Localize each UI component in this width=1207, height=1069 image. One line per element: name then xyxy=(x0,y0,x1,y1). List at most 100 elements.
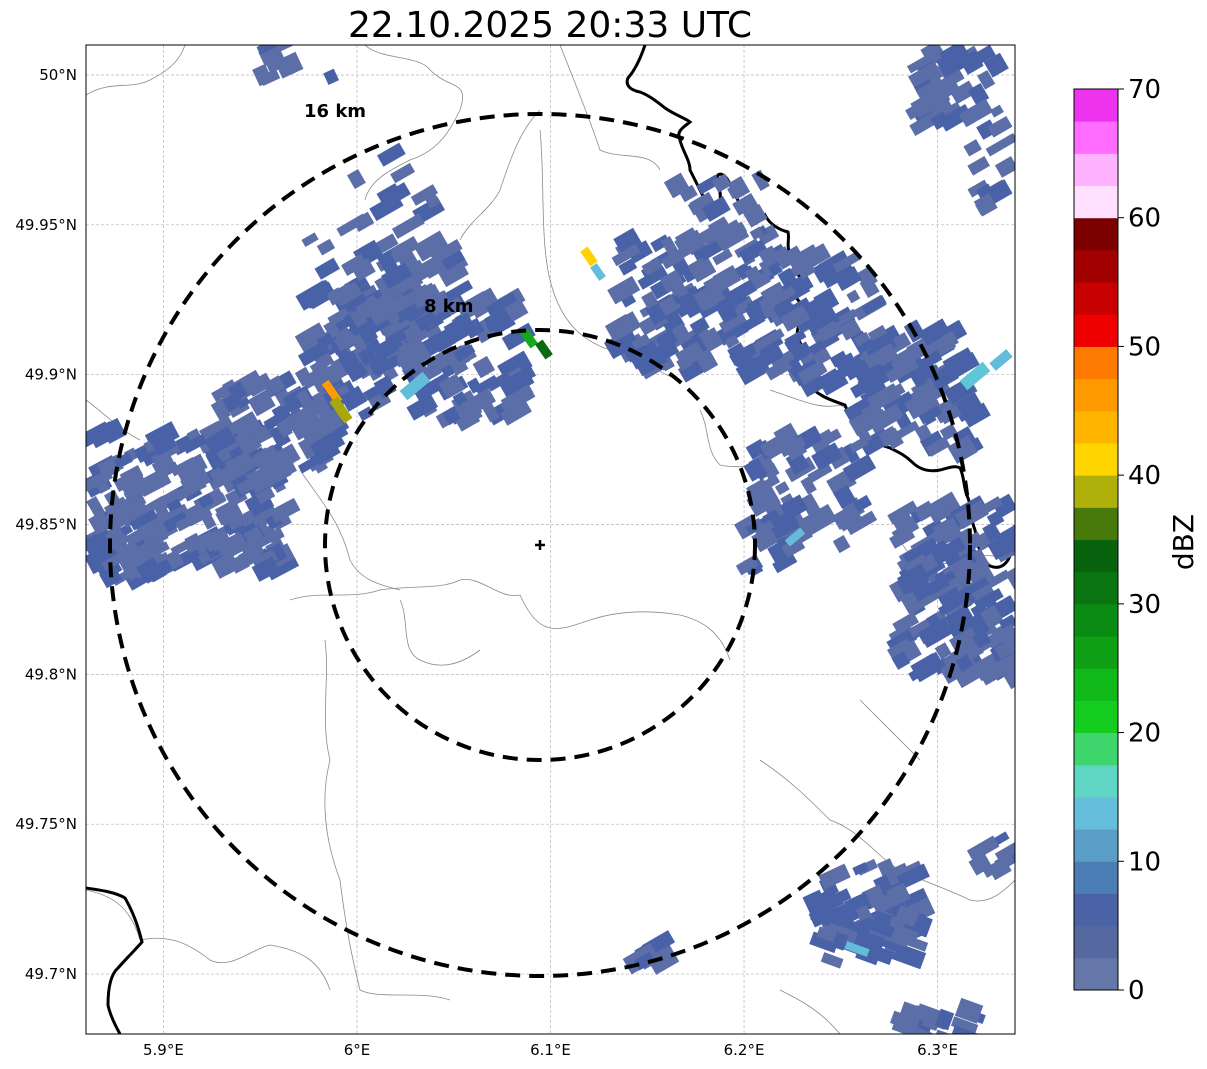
radar-echo-bin xyxy=(890,383,906,398)
radar-echo-bin xyxy=(641,256,663,276)
radar-echo-bin xyxy=(256,45,278,55)
radar-echo-bin xyxy=(963,139,982,157)
radar-echo-bin xyxy=(333,343,352,365)
radar-echo-bin xyxy=(255,486,276,505)
radar-echo-bin xyxy=(456,290,489,316)
radar-echo-bin xyxy=(832,535,851,554)
radar-echo-bin xyxy=(905,887,928,906)
radar-echo-bin xyxy=(215,505,238,526)
radar-echo-bin xyxy=(756,224,780,246)
colorbar-swatch xyxy=(1074,893,1118,927)
radar-echo-bin xyxy=(438,373,466,400)
radar-echo-bin xyxy=(906,50,938,74)
radar-echo-bin xyxy=(618,258,638,276)
radar-echo-bin xyxy=(314,257,340,280)
radar-echo-bin xyxy=(896,863,930,890)
radar-echo-bin xyxy=(729,343,758,367)
radar-echo-bin xyxy=(641,291,659,309)
radar-echo-bin xyxy=(765,285,797,309)
radar-echo-bin xyxy=(397,303,420,322)
radar-echo-bin xyxy=(780,245,804,267)
lon-tick-labels: 5.9°E 6°E 6.1°E 6.2°E 6.3°E xyxy=(143,1041,958,1059)
radar-echo-bin xyxy=(743,457,768,482)
map-layers xyxy=(86,45,1015,1034)
radar-echo-bin xyxy=(965,560,995,588)
radar-echo-bin xyxy=(247,389,276,417)
radar-echo-bin xyxy=(216,533,249,561)
radar-echo-bin xyxy=(842,443,861,464)
colorbar-tick-label: 40 xyxy=(1128,461,1161,491)
radar-echo-bin xyxy=(124,529,144,547)
radar-echo-bin xyxy=(787,244,821,273)
radar-echo-bin xyxy=(339,385,368,412)
radar-echo-bin xyxy=(818,863,851,890)
radar-echo-bin xyxy=(224,449,255,477)
radar-echo-bin xyxy=(712,248,733,266)
radar-echo-bin xyxy=(486,371,512,392)
radar-echo-bin xyxy=(613,227,643,255)
lat-tick-label: 49.8°N xyxy=(25,665,77,683)
colorbar-swatch xyxy=(1074,829,1118,862)
radar-echo-bin xyxy=(751,526,779,553)
radar-echo-bin xyxy=(987,569,1011,588)
radar-echo-bin xyxy=(809,931,839,954)
radar-echo-bin xyxy=(266,375,286,395)
radar-echo-bin xyxy=(504,298,529,322)
radar-echo-bin xyxy=(832,251,862,273)
radar-echo-bin xyxy=(297,340,331,367)
radar-echo-bin xyxy=(732,192,758,216)
colorbar-swatch xyxy=(1074,571,1118,605)
radar-echo-bin xyxy=(905,101,926,121)
radar-echo-bin xyxy=(363,379,392,401)
radar-echo-bin xyxy=(500,384,536,413)
radar-echo-bin xyxy=(210,398,232,422)
colorbar-swatch xyxy=(1074,378,1118,412)
lon-tick-label: 6.3°E xyxy=(917,1041,958,1059)
radar-echo-bin xyxy=(201,529,225,553)
colorbar-tick-label: 60 xyxy=(1128,204,1161,234)
radar-site-marker xyxy=(535,540,545,550)
radar-echo-bin xyxy=(866,364,883,382)
radar-echo-bin xyxy=(96,418,123,442)
radar-echo-bin xyxy=(671,323,692,345)
radar-echo-bin xyxy=(163,442,181,458)
radar-echo-bin xyxy=(865,918,895,938)
radar-echo-bin xyxy=(934,642,952,660)
radar-echo-bin xyxy=(343,293,369,313)
radar-echo-bin xyxy=(966,835,1000,862)
colorbar-frame xyxy=(1073,88,1119,991)
colorbar-swatch xyxy=(1074,861,1118,894)
radar-echo-bin xyxy=(909,112,939,136)
radar-echo-bin xyxy=(197,493,215,509)
radar-echo-bin xyxy=(925,491,962,524)
radar-echo-bin xyxy=(949,1025,983,1034)
radar-echo-bin xyxy=(861,401,884,422)
lon-tick-label: 6.2°E xyxy=(724,1041,765,1059)
radar-echo-bin xyxy=(398,284,432,310)
radar-echo-bin xyxy=(811,261,834,284)
radar-echo-bin xyxy=(269,424,292,448)
radar-echo-bin xyxy=(908,619,932,638)
radar-echo-bin xyxy=(987,857,1012,881)
radar-echo-bin xyxy=(918,537,940,558)
radar-echo-bin xyxy=(994,838,1015,863)
radar-echo-bin xyxy=(659,269,684,293)
radar-echo-bin xyxy=(316,238,336,256)
radar-echo-bin xyxy=(930,111,950,130)
radar-echo-bin xyxy=(955,654,974,672)
radar-echo-bin xyxy=(932,399,958,424)
radar-echo-bin xyxy=(758,296,776,314)
radar-echo-bin xyxy=(455,344,476,361)
radar-echo-bin xyxy=(726,183,742,200)
radar-echo-bin xyxy=(170,456,197,477)
colorbar-swatch xyxy=(1074,507,1118,540)
radar-echo-bin xyxy=(297,452,326,474)
radar-echo-bin xyxy=(810,907,834,927)
colorbar-swatch xyxy=(1074,217,1118,251)
radar-echo-bin xyxy=(853,494,873,513)
radar-echo-bin xyxy=(336,213,368,237)
radar-echo-bin xyxy=(306,416,328,437)
radar-echo-bin xyxy=(823,900,859,930)
colorbar-tick-label: 70 xyxy=(1128,75,1161,105)
radar-echo-bin xyxy=(974,587,1004,611)
